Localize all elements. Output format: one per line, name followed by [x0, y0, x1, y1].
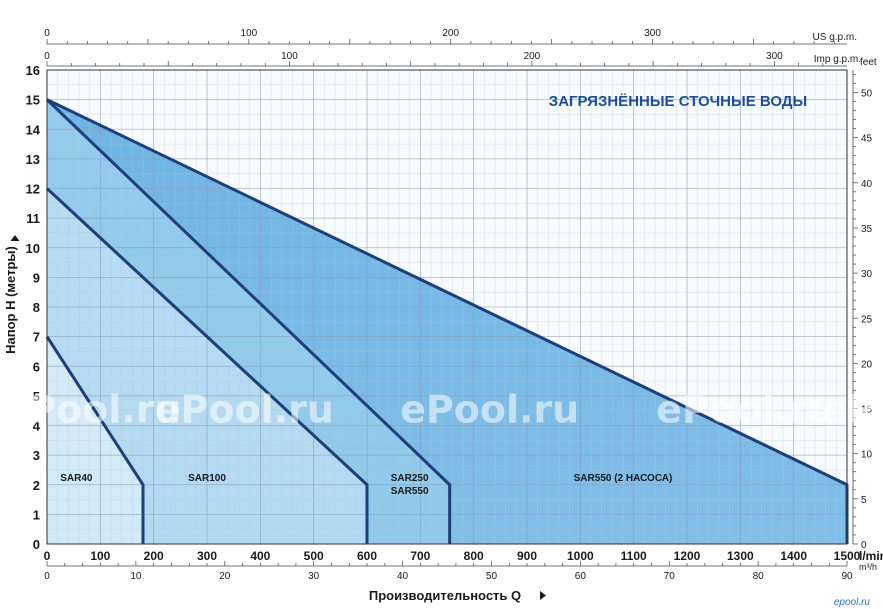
x-tick-label: 800 [464, 549, 484, 563]
curve-sar40 [45, 335, 145, 544]
us-gpm-tick-label: 200 [442, 28, 459, 39]
us-gpm-label: US g.p.m. [813, 32, 857, 43]
x-axis-title: Производительность Q [369, 588, 521, 603]
x-tick-label: 0 [44, 549, 51, 563]
x-tick-label: 1300 [727, 549, 754, 563]
feet-tick-label: 50 [861, 89, 873, 100]
feet-tick-label: 30 [861, 269, 873, 280]
imp-gpm-tick-label: 200 [524, 51, 541, 62]
y-tick-label: 5 [33, 389, 40, 404]
series-label: SAR40 [60, 473, 93, 484]
y-tick-label: 14 [26, 122, 41, 137]
series-label: SAR100 [188, 473, 226, 484]
feet-label: feet [860, 57, 877, 68]
imp-gpm-tick-label: 0 [44, 51, 50, 62]
y-tick-label: 0 [33, 537, 40, 552]
x-tick-label: 500 [304, 549, 324, 563]
logo-text: epool.ru [834, 597, 871, 608]
us-gpm-tick-label: 100 [241, 28, 258, 39]
y-axis-arrow-icon [10, 235, 20, 241]
m3h-tick-label: 10 [130, 571, 142, 582]
x-tick-label: 200 [144, 549, 164, 563]
series-label: SAR550 [391, 486, 429, 497]
m3h-tick-label: 40 [397, 571, 409, 582]
y-axis-title: Напор H (метры) [3, 246, 18, 354]
y-tick-label: 11 [26, 211, 40, 226]
y-tick-label: 15 [26, 93, 40, 108]
y-tick-label: 1 [33, 507, 40, 522]
feet-tick-label: 10 [861, 450, 873, 461]
x-tick-label: 300 [197, 549, 217, 563]
y-tick-label: 9 [33, 270, 40, 285]
imp-gpm-label: Imp g.p.m. [814, 54, 861, 65]
feet-tick-label: 20 [861, 359, 873, 370]
us-gpm-tick-label: 0 [44, 28, 50, 39]
m3h-label: m³/h [859, 562, 877, 572]
x-tick-label: 1100 [621, 549, 647, 563]
imp-gpm-tick-label: 300 [766, 51, 783, 62]
y-tick-label: 3 [33, 448, 40, 463]
x-tick-label: 600 [357, 549, 377, 563]
m3h-tick-label: 0 [44, 571, 50, 582]
m3h-tick-label: 60 [575, 571, 587, 582]
feet-tick-label: 5 [861, 495, 867, 506]
x-tick-label: 1400 [780, 549, 807, 563]
x-axis-arrow-icon [540, 591, 546, 600]
watermark-text: ePool.ru [155, 388, 334, 432]
m3h-tick-label: 30 [308, 571, 320, 582]
series-label: SAR550 (2 НАСОСА) [574, 473, 673, 484]
watermark-text: ePool.ru [656, 388, 835, 432]
y-tick-label: 12 [26, 182, 40, 197]
x-tick-label: 1000 [567, 549, 594, 563]
curve-sar250 [45, 98, 452, 544]
series-label: SAR250 [391, 473, 429, 484]
watermark-text: ePool.ru [400, 388, 579, 432]
y-tick-label: 7 [33, 330, 40, 345]
y-tick-label: 10 [26, 241, 40, 256]
m3h-tick-label: 50 [486, 571, 498, 582]
m3h-tick-label: 90 [841, 571, 853, 582]
y-tick-label: 8 [33, 300, 40, 315]
watermarks: ePool.ruePool.ruePool.ruePool.ruePool.ru… [2, 388, 883, 608]
feet-tick-label: 15 [861, 405, 873, 416]
m3h-tick-label: 70 [664, 571, 676, 582]
m3h-tick-label: 20 [219, 571, 231, 582]
chart-title: ЗАГРЯЗНЁННЫЕ СТОЧНЫЕ ВОДЫ [549, 93, 807, 110]
feet-tick-label: 35 [861, 224, 873, 235]
x-unit-label: l/min [859, 549, 883, 563]
feet-tick-label: 40 [861, 179, 873, 190]
x-tick-label: 1500 [834, 549, 861, 563]
feet-tick-label: 25 [861, 314, 873, 325]
m3h-tick-label: 80 [753, 571, 765, 582]
plot-frame [46, 69, 848, 545]
y-tick-label: 6 [33, 359, 40, 374]
watermark-text: ePool.ru [821, 388, 883, 432]
us-gpm-tick-label: 300 [644, 28, 661, 39]
x-tick-label: 700 [410, 549, 430, 563]
x-tick-label: 900 [517, 549, 537, 563]
x-tick-label: 1200 [674, 549, 701, 563]
feet-tick-label: 0 [861, 540, 867, 551]
y-tick-label: 13 [26, 152, 40, 167]
y-tick-label: 4 [33, 419, 41, 434]
labels: Производительность Q Напор H (метры) ЗАГРЯ… [3, 93, 807, 603]
x-tick-label: 100 [90, 549, 110, 563]
feet-tick-label: 45 [861, 134, 873, 145]
watermark-text: ePool.ru [2, 388, 181, 432]
x-tick-label: 400 [250, 549, 270, 563]
y-tick-label: 2 [33, 478, 40, 493]
imp-gpm-tick-label: 100 [281, 51, 298, 62]
curve-sar100 [45, 187, 369, 544]
y-tick-label: 16 [26, 63, 40, 78]
